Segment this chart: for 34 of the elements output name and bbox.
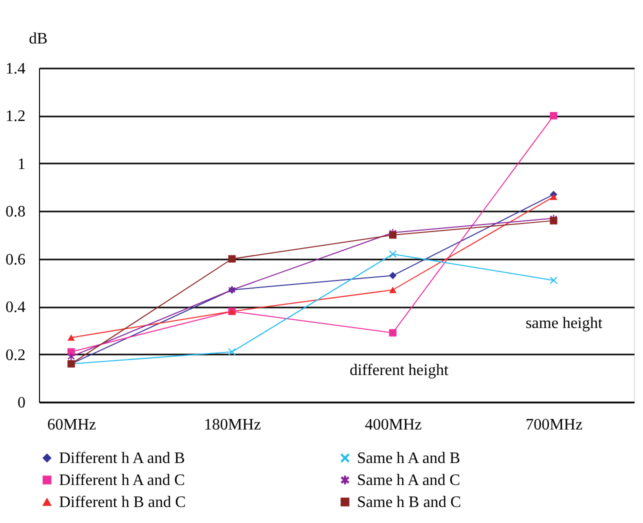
legend-label: Different h B and C xyxy=(59,494,186,511)
x-tick-label: 60MHz xyxy=(47,416,96,434)
y-tick-label: 1 xyxy=(18,156,26,173)
legend-label: Same h A and C xyxy=(357,472,460,489)
point xyxy=(389,231,396,239)
annotation: different height xyxy=(350,362,449,379)
point xyxy=(550,112,558,120)
y-tick-label: 1.4 xyxy=(6,60,26,78)
annotation: same height xyxy=(526,315,603,332)
point xyxy=(389,250,396,258)
legend-label: Same h A and B xyxy=(357,450,460,467)
point xyxy=(550,276,558,284)
point xyxy=(550,194,558,200)
point xyxy=(228,255,236,263)
point xyxy=(68,352,75,360)
point xyxy=(389,272,396,280)
x-tick-label: 400MHz xyxy=(364,416,422,434)
point xyxy=(550,216,558,224)
y-axis-title: dB xyxy=(28,30,48,48)
x-tick-label: 700MHz xyxy=(526,416,583,434)
x-tick-label: 180MHz xyxy=(204,416,261,434)
point xyxy=(67,334,75,341)
legend-label: Same h B and C xyxy=(357,494,461,511)
legend-label: Different h A and B xyxy=(59,450,185,467)
point xyxy=(228,348,236,356)
y-tick-label: 0.2 xyxy=(6,346,26,364)
y-tick-label: 0.6 xyxy=(6,251,26,268)
point xyxy=(389,329,396,337)
point xyxy=(389,286,396,294)
y-tick-label: 0.8 xyxy=(6,204,26,221)
legend-label: Different h A and C xyxy=(59,472,185,489)
y-tick-label: 1.2 xyxy=(6,108,26,126)
y-tick-label: 0.4 xyxy=(6,299,26,316)
y-tick-label: 0 xyxy=(18,394,26,412)
